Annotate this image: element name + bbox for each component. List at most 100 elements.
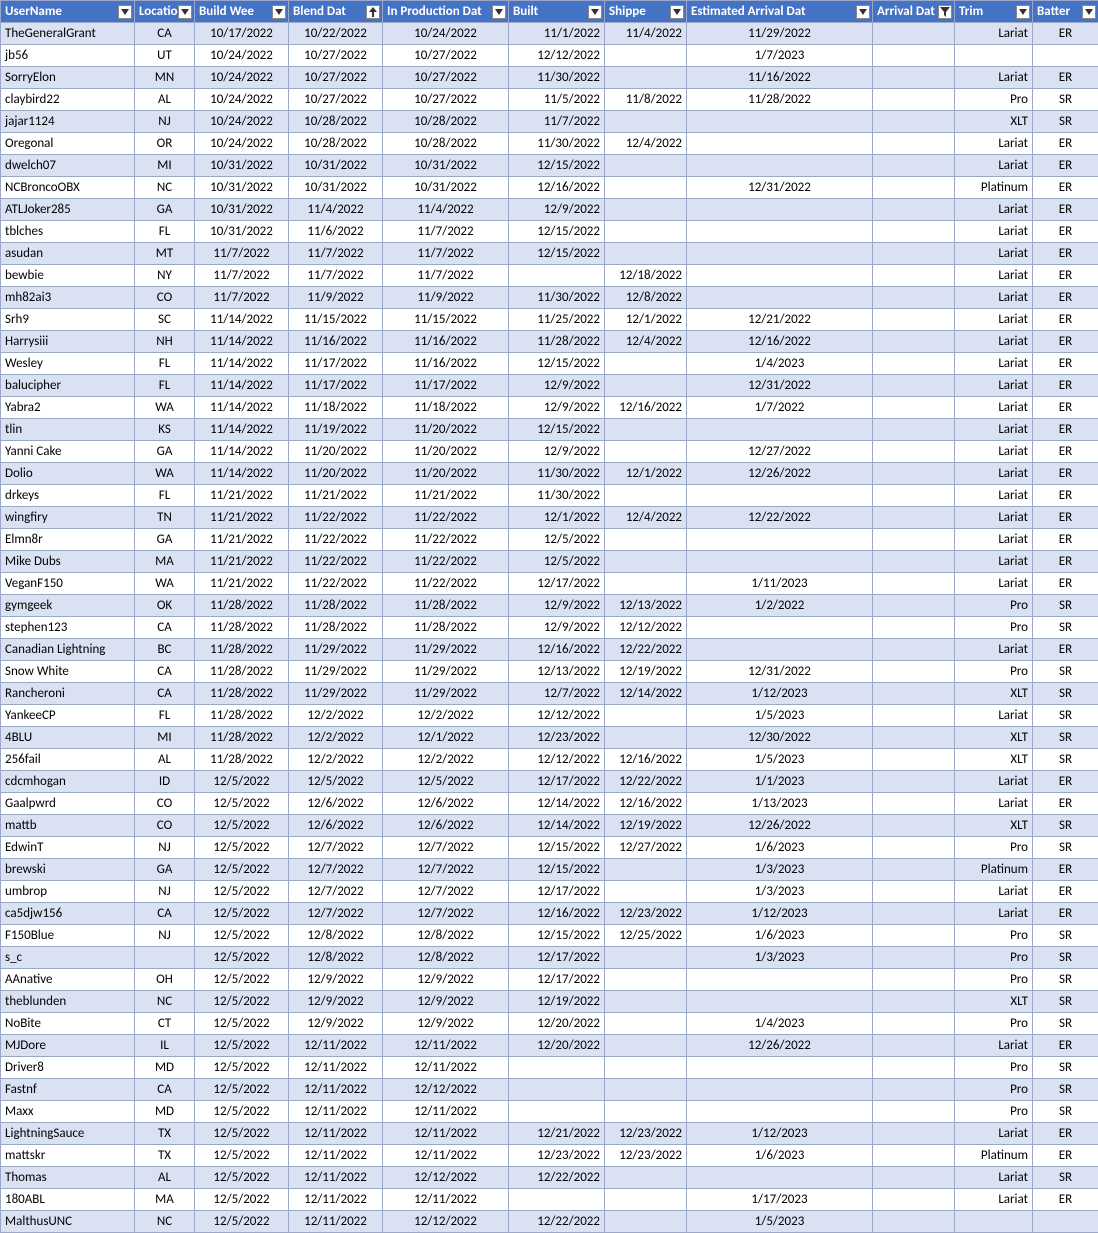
table-row: OregonalOR10/24/202210/28/202210/28/2022… <box>1 133 1098 155</box>
header-eta: Estimated Arrival Dat <box>687 1 873 23</box>
cell-buildweek: 12/5/2022 <box>195 1189 289 1211</box>
cell-built: 12/16/2022 <box>509 639 605 661</box>
cell-username: cdcmhogan <box>1 771 135 793</box>
cell-arrival <box>873 45 955 67</box>
table-row: wingfiryTN11/21/202211/22/202211/22/2022… <box>1 507 1098 529</box>
cell-eta <box>687 485 873 507</box>
cell-blend: 11/4/2022 <box>289 199 383 221</box>
cell-shipped: 12/16/2022 <box>605 749 687 771</box>
cell-username: YankeeCP <box>1 705 135 727</box>
filter-button-shipped[interactable] <box>670 5 684 19</box>
cell-eta <box>687 1167 873 1189</box>
table-row: WesleyFL11/14/202211/17/202211/16/202212… <box>1 353 1098 375</box>
cell-eta: 11/28/2022 <box>687 89 873 111</box>
cell-built: 12/17/2022 <box>509 881 605 903</box>
cell-buildweek: 11/14/2022 <box>195 375 289 397</box>
cell-arrival <box>873 441 955 463</box>
cell-built: 11/30/2022 <box>509 485 605 507</box>
cell-buildweek: 12/5/2022 <box>195 1145 289 1167</box>
cell-location: CO <box>135 815 195 837</box>
cell-built: 12/22/2022 <box>509 1167 605 1189</box>
header-location: Locatio <box>135 1 195 23</box>
table-row: MaxxMD12/5/202212/11/202212/11/2022ProSR <box>1 1101 1098 1123</box>
filter-button-eta[interactable] <box>856 5 870 19</box>
table-row: mattbCO12/5/202212/6/202212/6/202212/14/… <box>1 815 1098 837</box>
filter-button-trim[interactable] <box>1016 5 1030 19</box>
cell-trim: Pro <box>955 617 1033 639</box>
cell-arrival <box>873 287 955 309</box>
table-row: ATLJoker285GA10/31/202211/4/202211/4/202… <box>1 199 1098 221</box>
table-row: balucipherFL11/14/202211/17/202211/17/20… <box>1 375 1098 397</box>
cell-blend: 12/11/2022 <box>289 1167 383 1189</box>
cell-trim: Pro <box>955 947 1033 969</box>
cell-inprod: 12/2/2022 <box>383 705 509 727</box>
cell-trim: Pro <box>955 1057 1033 1079</box>
cell-inprod: 11/29/2022 <box>383 639 509 661</box>
cell-battery: SR <box>1033 1167 1098 1189</box>
cell-arrival <box>873 837 955 859</box>
cell-arrival <box>873 969 955 991</box>
filter-button-blend[interactable] <box>366 5 380 19</box>
filter-button-username[interactable] <box>118 5 132 19</box>
cell-location: TX <box>135 1145 195 1167</box>
filter-button-buildweek[interactable] <box>272 5 286 19</box>
cell-arrival <box>873 177 955 199</box>
filter-button-battery[interactable] <box>1082 5 1096 19</box>
cell-location: OK <box>135 595 195 617</box>
cell-eta: 1/17/2023 <box>687 1189 873 1211</box>
cell-eta <box>687 969 873 991</box>
cell-built: 12/20/2022 <box>509 1013 605 1035</box>
cell-battery: ER <box>1033 903 1098 925</box>
cell-username: jajar1124 <box>1 111 135 133</box>
cell-arrival <box>873 683 955 705</box>
cell-location: KS <box>135 419 195 441</box>
cell-shipped <box>605 199 687 221</box>
cell-location: WA <box>135 573 195 595</box>
cell-battery: SR <box>1033 749 1098 771</box>
table-row: umbropNJ12/5/202212/7/202212/7/202212/17… <box>1 881 1098 903</box>
cell-arrival <box>873 1123 955 1145</box>
cell-location: CO <box>135 287 195 309</box>
cell-arrival <box>873 1167 955 1189</box>
cell-location: MN <box>135 67 195 89</box>
cell-blend: 11/20/2022 <box>289 463 383 485</box>
cell-buildweek: 11/21/2022 <box>195 485 289 507</box>
cell-username: Maxx <box>1 1101 135 1123</box>
cell-arrival <box>873 1211 955 1233</box>
filter-button-inprod[interactable] <box>492 5 506 19</box>
cell-battery: ER <box>1033 1189 1098 1211</box>
cell-trim: Lariat <box>955 23 1033 45</box>
cell-built: 12/17/2022 <box>509 969 605 991</box>
cell-built: 12/15/2022 <box>509 243 605 265</box>
cell-username: Elmn8r <box>1 529 135 551</box>
cell-eta: 12/26/2022 <box>687 463 873 485</box>
cell-arrival <box>873 111 955 133</box>
cell-buildweek: 12/5/2022 <box>195 793 289 815</box>
cell-inprod: 11/22/2022 <box>383 507 509 529</box>
cell-buildweek: 11/28/2022 <box>195 727 289 749</box>
cell-location: GA <box>135 199 195 221</box>
cell-shipped: 12/1/2022 <box>605 463 687 485</box>
cell-shipped <box>605 177 687 199</box>
cell-shipped <box>605 529 687 551</box>
cell-blend: 11/22/2022 <box>289 551 383 573</box>
cell-username: Thomas <box>1 1167 135 1189</box>
cell-username: AAnative <box>1 969 135 991</box>
cell-username: Yanni Cake <box>1 441 135 463</box>
table-row: mh82ai3CO11/7/202211/9/202211/9/202211/3… <box>1 287 1098 309</box>
cell-trim: Lariat <box>955 1189 1033 1211</box>
table-row: cdcmhoganID12/5/202212/5/202212/5/202212… <box>1 771 1098 793</box>
cell-inprod: 12/11/2022 <box>383 1189 509 1211</box>
cell-username: stephen123 <box>1 617 135 639</box>
filter-button-location[interactable] <box>178 5 192 19</box>
cell-blend: 11/29/2022 <box>289 639 383 661</box>
cell-username: dwelch07 <box>1 155 135 177</box>
cell-shipped <box>605 1035 687 1057</box>
cell-buildweek: 10/31/2022 <box>195 221 289 243</box>
cell-eta: 12/27/2022 <box>687 441 873 463</box>
cell-username: Gaalpwrd <box>1 793 135 815</box>
filter-button-built[interactable] <box>588 5 602 19</box>
cell-trim: XLT <box>955 991 1033 1013</box>
cell-trim: XLT <box>955 111 1033 133</box>
filter-button-arrival[interactable] <box>938 5 952 19</box>
